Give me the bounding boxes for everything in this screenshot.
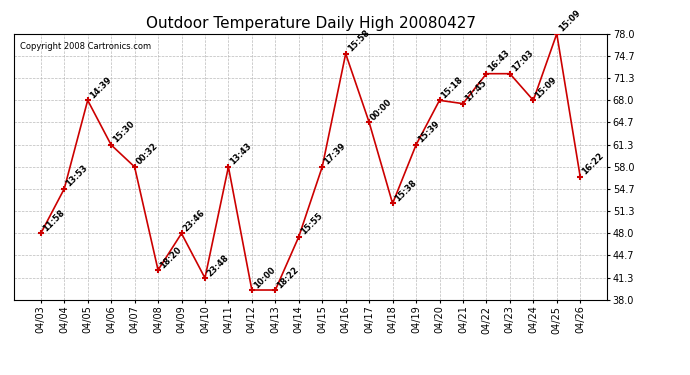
- Text: 00:00: 00:00: [369, 97, 394, 122]
- Text: 00:32: 00:32: [135, 142, 159, 167]
- Text: 15:09: 15:09: [533, 75, 558, 100]
- Text: 15:58: 15:58: [346, 28, 371, 54]
- Text: 18:20: 18:20: [158, 245, 184, 270]
- Text: 15:39: 15:39: [416, 120, 441, 145]
- Text: 16:43: 16:43: [486, 48, 512, 74]
- Title: Outdoor Temperature Daily High 20080427: Outdoor Temperature Daily High 20080427: [146, 16, 475, 31]
- Text: 17:45: 17:45: [463, 78, 489, 104]
- Text: 23:46: 23:46: [181, 208, 207, 233]
- Text: 15:55: 15:55: [299, 211, 324, 237]
- Text: 11:58: 11:58: [41, 208, 66, 233]
- Text: Copyright 2008 Cartronics.com: Copyright 2008 Cartronics.com: [20, 42, 151, 51]
- Text: 15:38: 15:38: [393, 178, 417, 204]
- Text: 23:48: 23:48: [205, 253, 230, 278]
- Text: 17:39: 17:39: [322, 142, 347, 167]
- Text: 14:39: 14:39: [88, 75, 113, 100]
- Text: 13:53: 13:53: [64, 164, 90, 189]
- Text: 15:18: 15:18: [440, 75, 465, 100]
- Text: 10:00: 10:00: [252, 265, 277, 290]
- Text: 13:43: 13:43: [228, 142, 254, 167]
- Text: 15:30: 15:30: [111, 120, 137, 145]
- Text: 17:03: 17:03: [510, 49, 535, 74]
- Text: 15:09: 15:09: [557, 9, 582, 34]
- Text: 18:22: 18:22: [275, 265, 301, 290]
- Text: 16:22: 16:22: [580, 152, 606, 177]
